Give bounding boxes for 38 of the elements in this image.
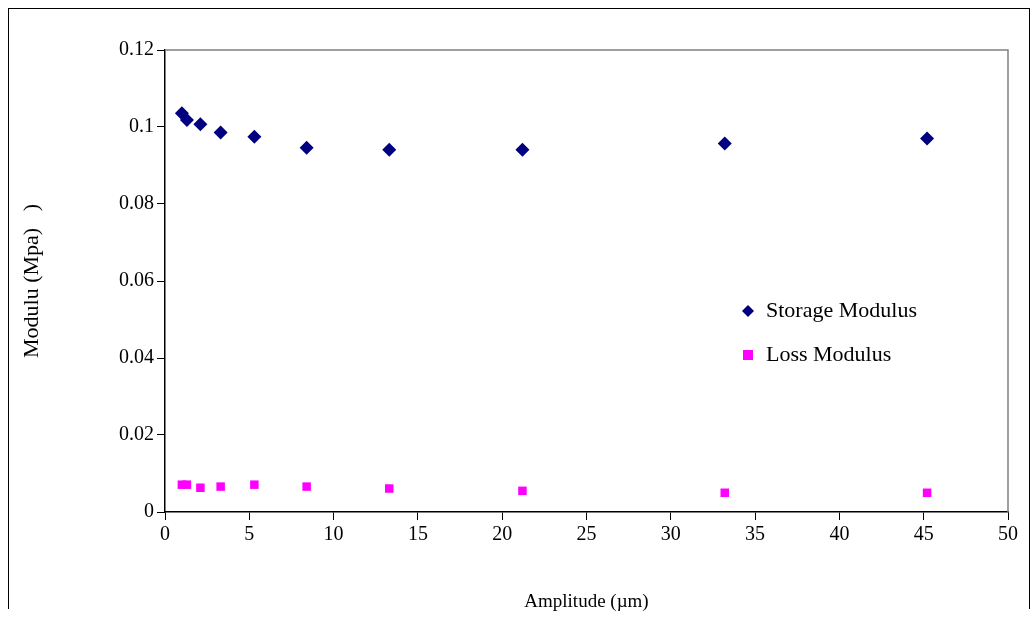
point bbox=[299, 140, 314, 155]
point bbox=[515, 142, 530, 157]
y-tick-label: 0.02 bbox=[119, 422, 154, 445]
point bbox=[250, 480, 259, 489]
x-tick-label: 50 bbox=[998, 522, 1018, 545]
point bbox=[302, 482, 311, 491]
point bbox=[717, 136, 732, 151]
x-tick-label: 45 bbox=[913, 522, 934, 545]
point bbox=[247, 129, 262, 144]
x-tick-label: 30 bbox=[660, 522, 681, 545]
legend-label: Loss Modulus bbox=[766, 340, 892, 366]
y-tick-label: 0.08 bbox=[119, 191, 154, 214]
point bbox=[179, 113, 194, 128]
y-tick-label: 0.04 bbox=[119, 345, 154, 368]
point bbox=[518, 486, 527, 496]
point bbox=[382, 142, 397, 157]
y-tick-label: 0.12 bbox=[119, 37, 154, 60]
point bbox=[182, 480, 192, 489]
y-tick-label: 0.06 bbox=[119, 268, 154, 291]
x-tick-label: 40 bbox=[829, 522, 850, 545]
y-axis-title: Modulu (Mpa) ) bbox=[17, 204, 43, 358]
point bbox=[193, 117, 208, 132]
y-tick-label: 0.1 bbox=[129, 114, 154, 137]
x-tick-label: 35 bbox=[745, 522, 766, 545]
x-tick-label: 0 bbox=[160, 522, 170, 545]
point bbox=[196, 483, 205, 492]
legend-label: Storage Modulus bbox=[766, 296, 917, 322]
x-tick-label: 10 bbox=[323, 522, 344, 545]
point bbox=[216, 482, 225, 491]
x-tick-label: 20 bbox=[492, 522, 513, 545]
point bbox=[920, 131, 935, 146]
x-tick-label: 5 bbox=[244, 522, 255, 545]
point bbox=[213, 125, 228, 140]
point bbox=[385, 484, 394, 493]
x-tick-label: 15 bbox=[407, 522, 428, 545]
x-axis-title: Amplitude (µm) bbox=[524, 589, 649, 612]
y-tick-label: 0 bbox=[144, 499, 154, 522]
x-tick-label: 25 bbox=[576, 522, 597, 545]
